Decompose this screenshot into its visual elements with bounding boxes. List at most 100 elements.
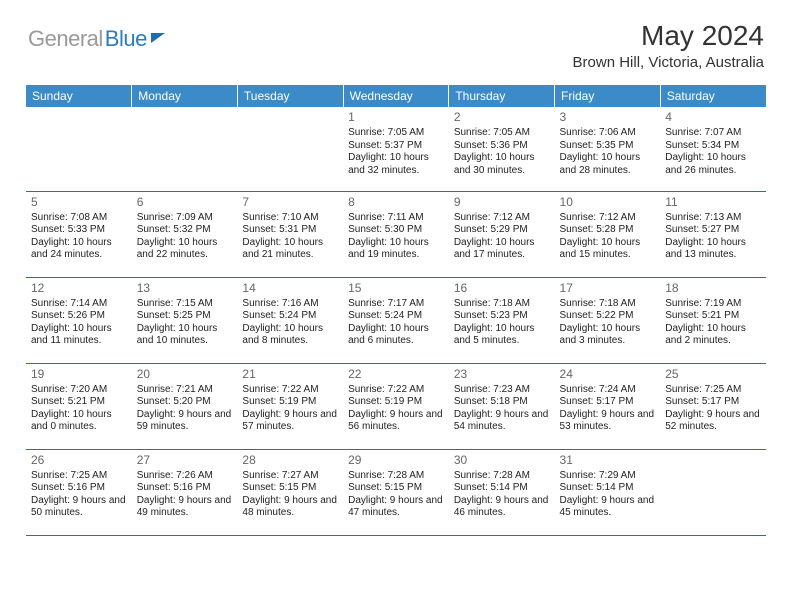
daylight-line: Daylight: 10 hours and 8 minutes. xyxy=(242,323,338,348)
sunrise-line: Sunrise: 7:20 AM xyxy=(31,384,127,397)
calendar-row: 5Sunrise: 7:08 AMSunset: 5:33 PMDaylight… xyxy=(26,191,766,277)
sunrise-line: Sunrise: 7:12 AM xyxy=(560,212,656,225)
sunrise-line: Sunrise: 7:21 AM xyxy=(137,384,233,397)
daylight-line: Daylight: 10 hours and 19 minutes. xyxy=(348,237,444,262)
weekday-header: Wednesday xyxy=(343,85,449,107)
sunset-line: Sunset: 5:24 PM xyxy=(242,310,338,323)
weekday-header: Saturday xyxy=(660,85,766,107)
day-number: 17 xyxy=(560,281,656,296)
sunrise-line: Sunrise: 7:11 AM xyxy=(348,212,444,225)
weekday-header: Friday xyxy=(555,85,661,107)
logo-text-gray: General xyxy=(28,26,103,52)
sunset-line: Sunset: 5:16 PM xyxy=(31,482,127,495)
weekday-row: SundayMondayTuesdayWednesdayThursdayFrid… xyxy=(26,85,766,107)
sunrise-line: Sunrise: 7:08 AM xyxy=(31,212,127,225)
sunrise-line: Sunrise: 7:17 AM xyxy=(348,298,444,311)
daylight-line: Daylight: 10 hours and 11 minutes. xyxy=(31,323,127,348)
calendar-cell: 15Sunrise: 7:17 AMSunset: 5:24 PMDayligh… xyxy=(343,277,449,363)
day-number: 22 xyxy=(348,367,444,382)
sunset-line: Sunset: 5:14 PM xyxy=(560,482,656,495)
daylight-line: Daylight: 9 hours and 45 minutes. xyxy=(560,495,656,520)
sunset-line: Sunset: 5:21 PM xyxy=(31,396,127,409)
sunrise-line: Sunrise: 7:25 AM xyxy=(31,470,127,483)
calendar-cell: 30Sunrise: 7:28 AMSunset: 5:14 PMDayligh… xyxy=(449,449,555,535)
calendar-cell: 20Sunrise: 7:21 AMSunset: 5:20 PMDayligh… xyxy=(132,363,238,449)
sunrise-line: Sunrise: 7:25 AM xyxy=(665,384,761,397)
sunrise-line: Sunrise: 7:24 AM xyxy=(560,384,656,397)
daylight-line: Daylight: 10 hours and 15 minutes. xyxy=(560,237,656,262)
calendar-cell: 1Sunrise: 7:05 AMSunset: 5:37 PMDaylight… xyxy=(343,107,449,191)
sunrise-line: Sunrise: 7:06 AM xyxy=(560,127,656,140)
location-text: Brown Hill, Victoria, Australia xyxy=(573,54,764,71)
day-number: 21 xyxy=(242,367,338,382)
title-block: May 2024 Brown Hill, Victoria, Australia xyxy=(573,20,764,71)
day-number: 19 xyxy=(31,367,127,382)
sunrise-line: Sunrise: 7:19 AM xyxy=(665,298,761,311)
sunrise-line: Sunrise: 7:05 AM xyxy=(348,127,444,140)
sunset-line: Sunset: 5:36 PM xyxy=(454,140,550,153)
day-number: 15 xyxy=(348,281,444,296)
day-number: 9 xyxy=(454,195,550,210)
sunrise-line: Sunrise: 7:18 AM xyxy=(560,298,656,311)
daylight-line: Daylight: 10 hours and 5 minutes. xyxy=(454,323,550,348)
calendar-row: 1Sunrise: 7:05 AMSunset: 5:37 PMDaylight… xyxy=(26,107,766,191)
calendar-cell: 29Sunrise: 7:28 AMSunset: 5:15 PMDayligh… xyxy=(343,449,449,535)
day-number: 16 xyxy=(454,281,550,296)
daylight-line: Daylight: 10 hours and 2 minutes. xyxy=(665,323,761,348)
day-number: 24 xyxy=(560,367,656,382)
daylight-line: Daylight: 10 hours and 30 minutes. xyxy=(454,152,550,177)
calendar-cell: 14Sunrise: 7:16 AMSunset: 5:24 PMDayligh… xyxy=(237,277,343,363)
day-number: 30 xyxy=(454,453,550,468)
sunset-line: Sunset: 5:25 PM xyxy=(137,310,233,323)
day-number: 6 xyxy=(137,195,233,210)
day-number: 13 xyxy=(137,281,233,296)
day-number: 7 xyxy=(242,195,338,210)
day-number: 18 xyxy=(665,281,761,296)
calendar-cell: 26Sunrise: 7:25 AMSunset: 5:16 PMDayligh… xyxy=(26,449,132,535)
day-number: 3 xyxy=(560,110,656,125)
calendar-cell: 19Sunrise: 7:20 AMSunset: 5:21 PMDayligh… xyxy=(26,363,132,449)
day-number: 11 xyxy=(665,195,761,210)
calendar-row: 12Sunrise: 7:14 AMSunset: 5:26 PMDayligh… xyxy=(26,277,766,363)
calendar-cell: 21Sunrise: 7:22 AMSunset: 5:19 PMDayligh… xyxy=(237,363,343,449)
sunrise-line: Sunrise: 7:28 AM xyxy=(348,470,444,483)
sunrise-line: Sunrise: 7:09 AM xyxy=(137,212,233,225)
calendar-body: 1Sunrise: 7:05 AMSunset: 5:37 PMDaylight… xyxy=(26,107,766,535)
calendar-cell: 31Sunrise: 7:29 AMSunset: 5:14 PMDayligh… xyxy=(555,449,661,535)
daylight-line: Daylight: 10 hours and 10 minutes. xyxy=(137,323,233,348)
calendar-cell: 7Sunrise: 7:10 AMSunset: 5:31 PMDaylight… xyxy=(237,191,343,277)
day-number: 2 xyxy=(454,110,550,125)
sunrise-line: Sunrise: 7:28 AM xyxy=(454,470,550,483)
sunrise-line: Sunrise: 7:10 AM xyxy=(242,212,338,225)
sunset-line: Sunset: 5:35 PM xyxy=(560,140,656,153)
calendar-head: SundayMondayTuesdayWednesdayThursdayFrid… xyxy=(26,85,766,107)
sunset-line: Sunset: 5:30 PM xyxy=(348,224,444,237)
calendar-cell: 17Sunrise: 7:18 AMSunset: 5:22 PMDayligh… xyxy=(555,277,661,363)
day-number: 8 xyxy=(348,195,444,210)
sunset-line: Sunset: 5:17 PM xyxy=(560,396,656,409)
daylight-line: Daylight: 10 hours and 22 minutes. xyxy=(137,237,233,262)
daylight-line: Daylight: 9 hours and 47 minutes. xyxy=(348,495,444,520)
logo: GeneralBlue xyxy=(28,26,165,52)
calendar-cell: 16Sunrise: 7:18 AMSunset: 5:23 PMDayligh… xyxy=(449,277,555,363)
calendar-cell: 24Sunrise: 7:24 AMSunset: 5:17 PMDayligh… xyxy=(555,363,661,449)
calendar-cell: 25Sunrise: 7:25 AMSunset: 5:17 PMDayligh… xyxy=(660,363,766,449)
calendar-cell: 9Sunrise: 7:12 AMSunset: 5:29 PMDaylight… xyxy=(449,191,555,277)
sunrise-line: Sunrise: 7:22 AM xyxy=(242,384,338,397)
daylight-line: Daylight: 10 hours and 17 minutes. xyxy=(454,237,550,262)
calendar-cell-empty xyxy=(132,107,238,191)
calendar-table: SundayMondayTuesdayWednesdayThursdayFrid… xyxy=(26,85,766,536)
sunset-line: Sunset: 5:15 PM xyxy=(242,482,338,495)
daylight-line: Daylight: 9 hours and 57 minutes. xyxy=(242,409,338,434)
weekday-header: Tuesday xyxy=(237,85,343,107)
day-number: 31 xyxy=(560,453,656,468)
calendar-cell: 23Sunrise: 7:23 AMSunset: 5:18 PMDayligh… xyxy=(449,363,555,449)
sunset-line: Sunset: 5:27 PM xyxy=(665,224,761,237)
sunrise-line: Sunrise: 7:13 AM xyxy=(665,212,761,225)
page-header: GeneralBlue May 2024 Brown Hill, Victori… xyxy=(0,0,792,79)
calendar-cell: 10Sunrise: 7:12 AMSunset: 5:28 PMDayligh… xyxy=(555,191,661,277)
calendar-cell: 3Sunrise: 7:06 AMSunset: 5:35 PMDaylight… xyxy=(555,107,661,191)
sunrise-line: Sunrise: 7:12 AM xyxy=(454,212,550,225)
daylight-line: Daylight: 10 hours and 32 minutes. xyxy=(348,152,444,177)
sunset-line: Sunset: 5:20 PM xyxy=(137,396,233,409)
